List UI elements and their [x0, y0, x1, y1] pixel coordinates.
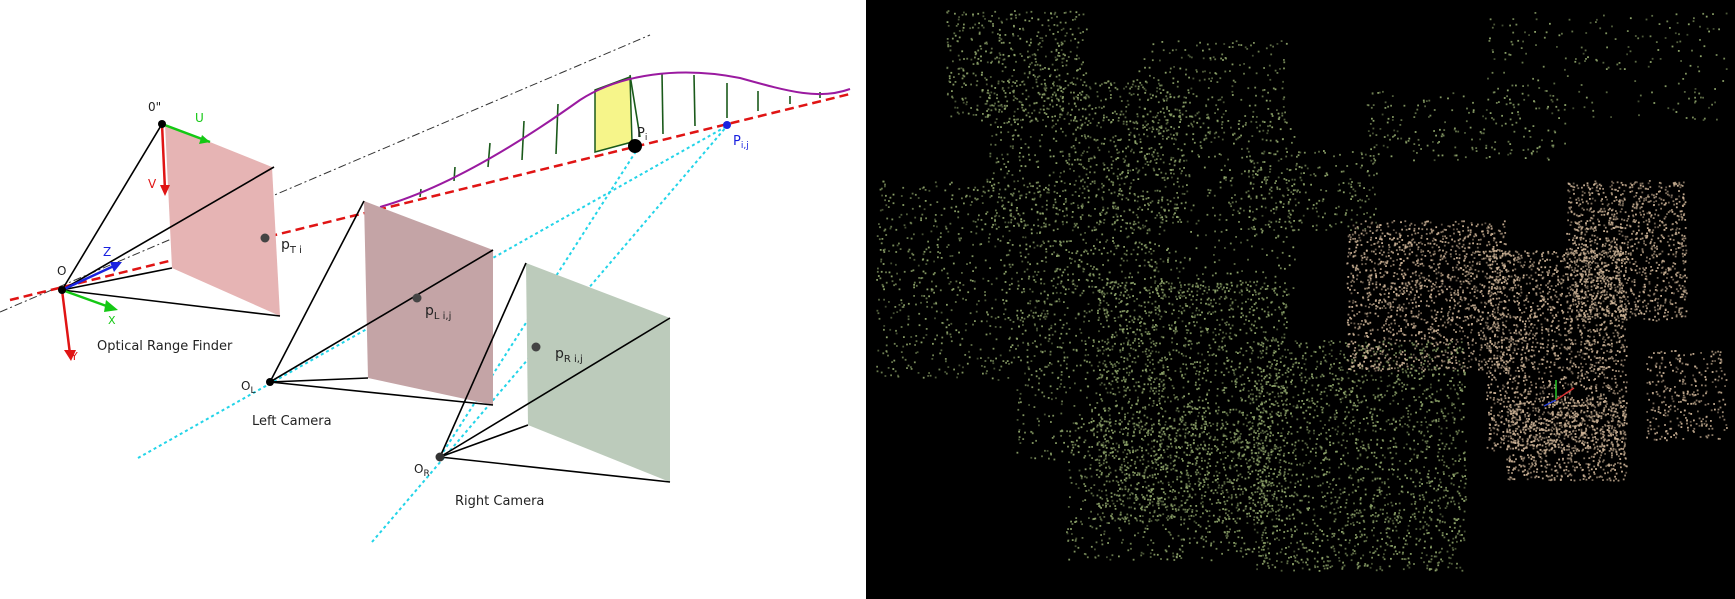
pt-point — [260, 233, 270, 243]
axis-u-label: U — [195, 111, 204, 125]
axis-y-label: Y — [70, 350, 78, 363]
pl-point — [412, 293, 422, 303]
point-cloud-canvas — [876, 10, 1728, 572]
left-camera-frustum — [269, 200, 494, 406]
rangefinder-axes — [60, 122, 211, 361]
origin-ol-label: OL — [241, 379, 255, 396]
diagram-canvas: 0" U V Z O X Y pT i pL i,j pR i,j Pi Pi,… — [0, 34, 851, 543]
origin-o2-label: 0" — [148, 100, 161, 114]
origin-o-point — [58, 286, 66, 294]
axis-z-label: Z — [103, 245, 111, 259]
pi-point — [628, 139, 642, 153]
left-camera-image-plane — [364, 201, 493, 405]
origin-ol-point — [266, 378, 274, 386]
pr-label: pR i,j — [555, 346, 583, 365]
right-camera-ray-2 — [439, 144, 641, 458]
pt-label: pT i — [281, 237, 302, 256]
pij-point — [723, 121, 731, 129]
pr-point — [531, 342, 541, 352]
pi-label: Pi — [637, 126, 647, 143]
origin-or-label: OR — [414, 462, 430, 479]
right-camera-ray — [371, 125, 728, 543]
profile-hatching — [419, 72, 821, 198]
caption-right-camera: Right Camera — [455, 494, 544, 509]
laser-line — [9, 92, 851, 302]
construction-line — [0, 34, 651, 313]
pl-label: pL i,j — [425, 303, 451, 322]
origin-or-point — [435, 452, 445, 462]
pij-label: Pi,j — [733, 134, 749, 151]
right-camera-image-plane — [526, 263, 670, 482]
origin-o-label: O — [57, 264, 66, 278]
pointcloud-axis-marker — [1543, 380, 1575, 407]
stereo-geometry-diagram: 0" U V Z O X Y pT i pL i,j pR i,j Pi Pi,… — [0, 0, 866, 599]
caption-left-camera: Left Camera — [252, 414, 332, 429]
right-camera-frustum — [439, 262, 671, 483]
point-cloud-points — [876, 10, 1728, 572]
caption-rangefinder: Optical Range Finder — [97, 339, 233, 354]
point-cloud-view — [866, 0, 1735, 599]
origin-o2-point — [158, 120, 166, 128]
axis-x-label: X — [108, 314, 116, 327]
rangefinder-image-plane — [165, 124, 280, 316]
surface-curve — [379, 71, 851, 208]
axis-v-label: V — [148, 177, 157, 191]
rangefinder-frustum — [61, 123, 281, 317]
